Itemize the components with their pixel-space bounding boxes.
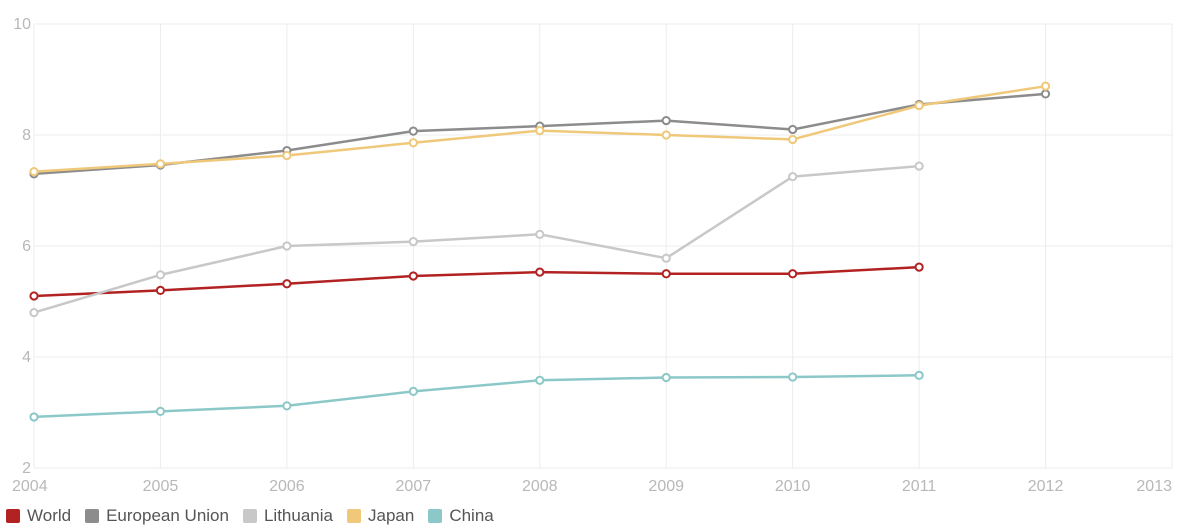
data-point[interactable] bbox=[788, 172, 798, 182]
data-point[interactable] bbox=[788, 372, 798, 382]
x-tick-label: 2012 bbox=[1028, 478, 1064, 495]
data-point[interactable] bbox=[408, 138, 418, 148]
legend-item[interactable]: European Union bbox=[85, 506, 229, 526]
data-point[interactable] bbox=[535, 229, 545, 239]
data-point[interactable] bbox=[914, 100, 924, 111]
legend-swatch bbox=[6, 509, 20, 523]
data-point[interactable] bbox=[788, 134, 798, 145]
legend-item[interactable]: World bbox=[6, 506, 71, 526]
data-point[interactable] bbox=[914, 370, 924, 380]
data-point[interactable] bbox=[282, 150, 292, 161]
x-tick-label: 2006 bbox=[269, 478, 305, 495]
data-point[interactable] bbox=[1040, 81, 1051, 91]
data-point[interactable] bbox=[282, 401, 292, 411]
data-point[interactable] bbox=[29, 167, 39, 177]
data-point[interactable] bbox=[535, 267, 545, 277]
line-chart: 2004 2005 2006 2007 2008 2009 2010 2011 2012 2013… bbox=[12, 16, 1173, 495]
x-axis: 2004 2005 2006 2007 2008 2009 2010 2011 2012 2013 bbox=[12, 478, 1172, 495]
series-line-2 bbox=[33, 164, 920, 314]
y-tick-label: 2 bbox=[22, 460, 31, 477]
legend-swatch bbox=[346, 509, 361, 523]
data-point[interactable] bbox=[535, 125, 545, 136]
data-point[interactable] bbox=[408, 271, 418, 281]
legend-item[interactable]: Lithuania bbox=[242, 506, 333, 526]
x-tick-label: 2005 bbox=[143, 478, 179, 495]
data-point[interactable] bbox=[661, 372, 671, 383]
x-tick-label: 2007 bbox=[396, 478, 432, 495]
x-tick-label: 2013 bbox=[1136, 478, 1172, 495]
data-point[interactable] bbox=[29, 291, 39, 301]
legend-label: World bbox=[27, 506, 72, 525]
data-point[interactable] bbox=[155, 406, 166, 416]
legend-label: Japan bbox=[367, 506, 415, 525]
data-point[interactable] bbox=[661, 253, 671, 263]
x-tick-label: 2009 bbox=[648, 478, 684, 495]
y-axis: 2 4 6 8 10 bbox=[13, 16, 31, 477]
data-point[interactable] bbox=[282, 241, 292, 251]
series-line-4 bbox=[33, 374, 920, 419]
data-point[interactable] bbox=[408, 126, 418, 136]
y-tick-label: 4 bbox=[22, 349, 31, 366]
x-tick-label: 2010 bbox=[775, 478, 811, 495]
legend-swatch bbox=[428, 509, 443, 523]
y-tick-label: 10 bbox=[13, 16, 31, 33]
legend-swatch bbox=[242, 509, 257, 523]
data-point[interactable] bbox=[661, 115, 671, 126]
legend-label: European Union bbox=[106, 506, 229, 525]
data-point[interactable] bbox=[661, 130, 671, 140]
y-tick-label: 6 bbox=[22, 238, 31, 255]
x-tick-label: 2011 bbox=[902, 478, 937, 495]
legend-label: China bbox=[449, 506, 494, 525]
x-tick-label: 2008 bbox=[522, 478, 558, 495]
data-point[interactable] bbox=[155, 285, 166, 295]
data-point[interactable] bbox=[535, 375, 545, 385]
data-point[interactable] bbox=[282, 279, 292, 289]
data-point[interactable] bbox=[155, 270, 166, 280]
legend-label: Lithuania bbox=[263, 506, 333, 525]
legend-item[interactable]: Japan bbox=[346, 506, 415, 526]
data-point[interactable] bbox=[661, 269, 671, 279]
series-points bbox=[29, 81, 1051, 422]
x-tick-label: 2004 bbox=[12, 478, 48, 495]
series-line-0 bbox=[33, 265, 920, 298]
data-point[interactable] bbox=[914, 262, 924, 272]
data-point[interactable] bbox=[788, 124, 798, 135]
data-point[interactable] bbox=[408, 236, 418, 247]
y-tick-label: 8 bbox=[22, 127, 31, 144]
data-point[interactable] bbox=[1040, 89, 1051, 99]
data-point[interactable] bbox=[788, 269, 798, 279]
legend-swatch bbox=[85, 509, 100, 523]
data-point[interactable] bbox=[29, 412, 39, 422]
data-point[interactable] bbox=[29, 308, 39, 318]
legend: World European Union Lithuania Japan China bbox=[6, 506, 508, 526]
data-point[interactable] bbox=[914, 161, 924, 171]
legend-item[interactable]: China bbox=[428, 506, 494, 526]
data-point[interactable] bbox=[155, 159, 166, 169]
data-point[interactable] bbox=[408, 386, 418, 397]
